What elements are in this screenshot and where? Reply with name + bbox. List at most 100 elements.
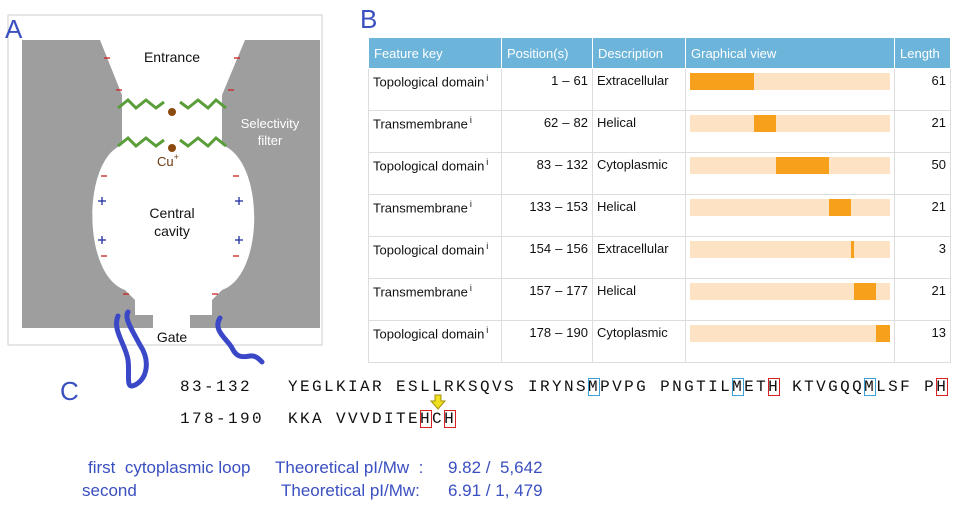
feature-key: Topological domain i	[368, 68, 502, 111]
filter-label: filter	[258, 133, 283, 148]
key-text: Topological domain	[373, 158, 485, 174]
track	[690, 283, 890, 300]
description: Cytoplasmic	[592, 320, 686, 363]
key-text: Topological domain	[373, 326, 485, 342]
table-row: Topological domain i 83–132 Cytoplasmic 50	[368, 152, 951, 195]
residues: KKA VVVDITE	[288, 410, 421, 428]
end: 156	[566, 241, 588, 256]
start: 83	[536, 157, 552, 172]
positive-charges	[98, 197, 243, 244]
info-mark: i	[486, 73, 489, 83]
start: 157	[529, 283, 552, 298]
position: 157–177	[501, 278, 593, 321]
sequence: YEGLKIAR ESLLRKSQVS IRYNSMPVPG PNGTILMET…	[288, 378, 949, 396]
position: 62–82	[501, 110, 593, 153]
info-mark: i	[486, 157, 489, 167]
ion-label: Cu+	[157, 152, 179, 169]
boxed-residue: M	[588, 378, 601, 396]
end: 82	[573, 115, 588, 130]
ion	[168, 108, 176, 116]
termini	[114, 309, 265, 389]
track	[690, 73, 890, 90]
info-mark: i	[486, 241, 489, 251]
separator: –	[555, 241, 563, 256]
length: 13	[894, 320, 951, 363]
panel-label: A	[5, 14, 23, 44]
boxed-residue: H	[444, 410, 457, 428]
arrow-shape	[430, 394, 447, 410]
description: Extracellular	[592, 236, 686, 279]
start: 62	[543, 115, 559, 130]
ion	[168, 144, 176, 152]
pi-name: second	[82, 481, 137, 500]
graphical-view	[685, 236, 895, 279]
residues: PVPG PNGTIL	[600, 378, 733, 396]
residues: KTVGQQ	[780, 378, 865, 396]
boxed-residue: M	[732, 378, 745, 396]
end: 153	[566, 199, 588, 214]
separator: –	[555, 157, 563, 172]
key-text: Topological domain	[373, 74, 485, 90]
start: 154	[529, 241, 552, 256]
negative-charges	[101, 57, 240, 295]
residues: ET	[744, 378, 769, 396]
position: 154–156	[501, 236, 593, 279]
pi-name: first cytoplasmic loop	[88, 458, 251, 477]
table-row: Topological domain i 1–61 Extracellular 61	[368, 68, 951, 111]
ion-name: Cu	[157, 154, 174, 169]
bar	[828, 199, 852, 216]
end: 61	[573, 73, 588, 88]
filter-label: Selectivity	[241, 116, 300, 131]
boxed-residue: H	[768, 378, 781, 396]
sequence: KKA VVVDITEHC H	[288, 394, 457, 428]
feature-key: Transmembrane i	[368, 278, 502, 321]
end: 177	[566, 283, 588, 298]
arrow	[430, 394, 447, 410]
column-header: Graphical view	[685, 37, 895, 69]
residues: LSF P	[876, 378, 937, 396]
description: Extracellular	[592, 68, 686, 111]
header-row: Feature key Position(s) Description Graphic…	[368, 37, 951, 69]
gate-label: Gate	[157, 329, 188, 345]
bar	[776, 157, 829, 174]
description: Helical	[592, 194, 686, 237]
gate-gap	[153, 314, 190, 329]
length: 21	[894, 110, 951, 153]
length: 21	[894, 278, 951, 321]
table-row: Transmembrane i 133–153 Helical 21	[368, 194, 951, 237]
info-mark: i	[469, 199, 472, 209]
column-header: Length	[894, 37, 951, 69]
graphical-view	[685, 194, 895, 237]
feature-key: Transmembrane i	[368, 194, 502, 237]
separator: –	[555, 199, 563, 214]
feature-table: Feature key Position(s) Description Graphic…	[368, 37, 951, 363]
table-row: Topological domain i 154–156 Extracellular 3	[368, 236, 951, 279]
table-row: Transmembrane i 62–82 Helical 21	[368, 110, 951, 153]
column-header: Position(s)	[501, 37, 593, 69]
separator: –	[562, 115, 570, 130]
table-row: Topological domain i 178–190 Cytoplasmic 13	[368, 320, 951, 363]
boxed-residue: H	[420, 410, 433, 428]
length: 3	[894, 236, 951, 279]
info-mark: i	[486, 325, 489, 335]
position: 1–61	[501, 68, 593, 111]
entrance-label: Entrance	[144, 49, 200, 65]
key-text: Transmembrane	[373, 116, 468, 132]
separator: –	[555, 325, 563, 340]
length: 50	[894, 152, 951, 195]
feature-key: Topological domain i	[368, 236, 502, 279]
pi-value: 6.91 / 1, 479	[448, 481, 543, 500]
track	[690, 325, 890, 342]
cavity-label: cavity	[154, 223, 190, 239]
bar	[754, 115, 777, 132]
graphical-view	[685, 152, 895, 195]
separator: –	[562, 73, 570, 88]
end: 132	[566, 157, 588, 172]
key-text: Topological domain	[373, 242, 485, 258]
channel	[92, 40, 255, 315]
separator: –	[555, 283, 563, 298]
description: Helical	[592, 110, 686, 153]
feature-key: Topological domain i	[368, 152, 502, 195]
residues: YEGLKIAR ESLLRKSQVS IRYNS	[288, 378, 589, 396]
